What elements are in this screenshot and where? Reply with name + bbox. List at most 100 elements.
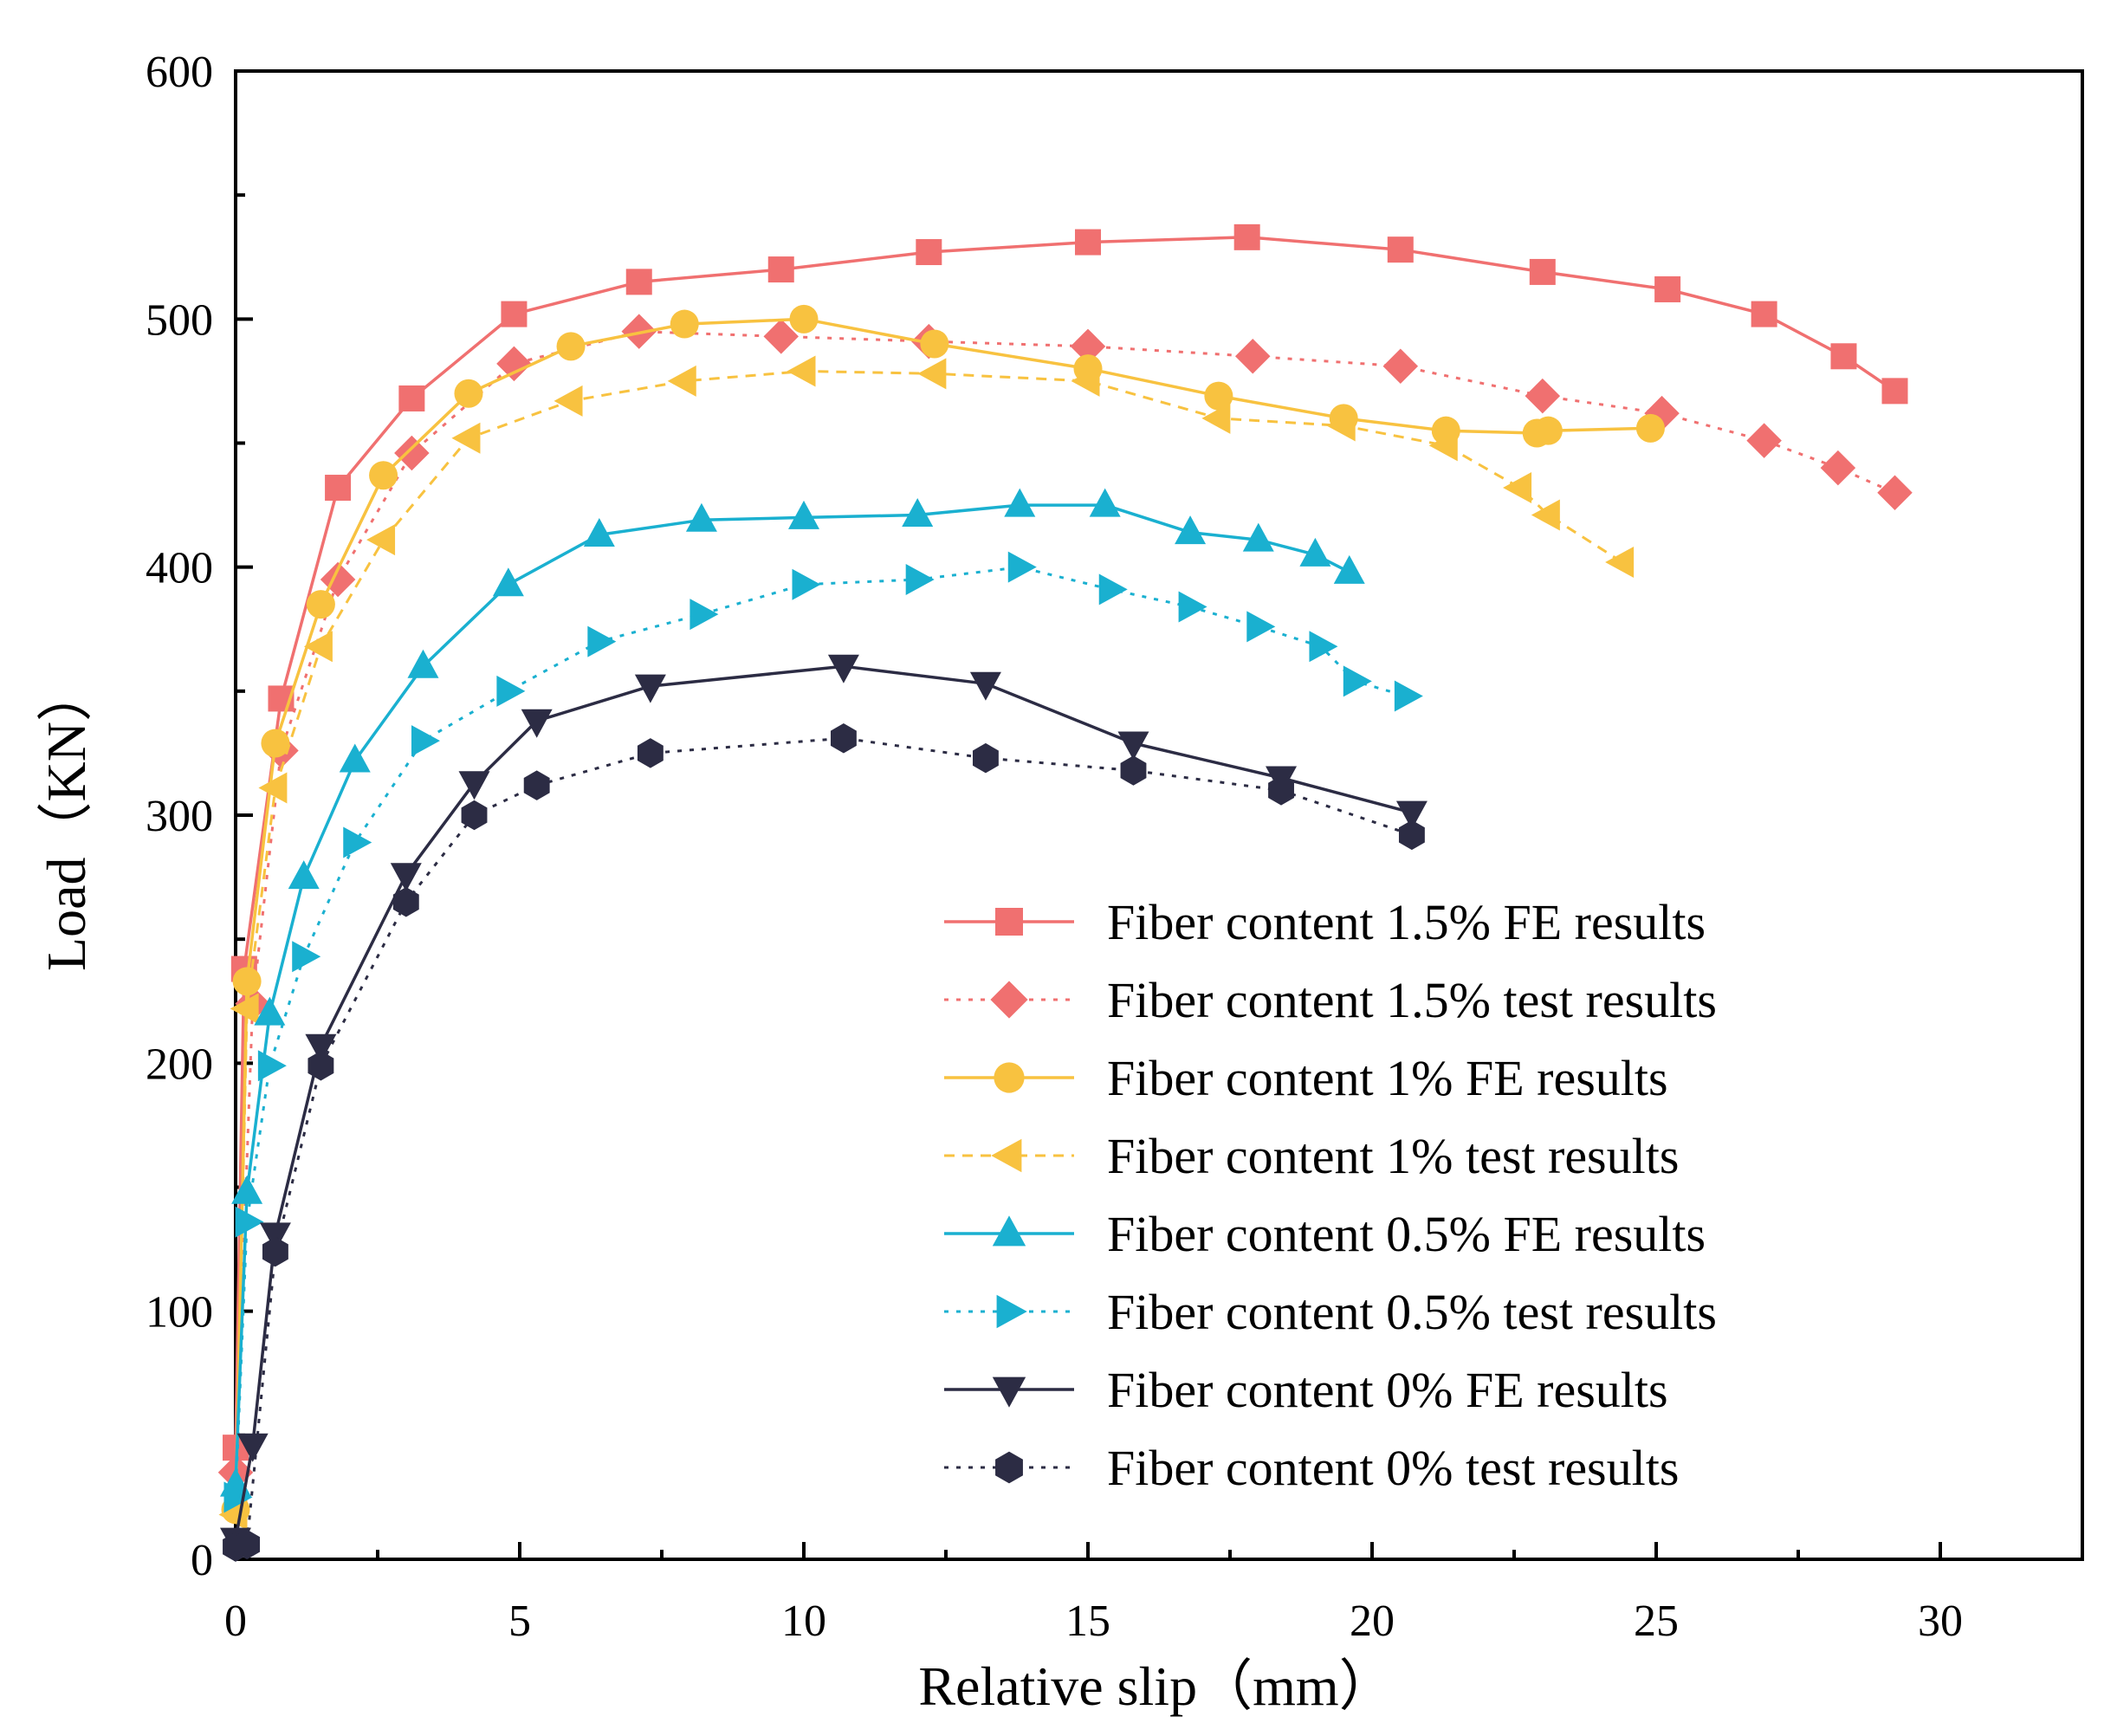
legend-label: Fiber content 1% test results	[1107, 1128, 1679, 1184]
data-point	[587, 625, 617, 657]
data-point	[969, 671, 1001, 701]
series-6	[220, 654, 1428, 1557]
data-point	[288, 860, 320, 890]
data-point	[306, 590, 335, 619]
data-point	[789, 304, 819, 334]
legend: Fiber content 1.5% FE results Fiber conte…	[944, 894, 1717, 1496]
legend-item: Fiber content 0.5% FE results	[944, 1206, 1706, 1262]
y-tick-label: 300	[146, 792, 213, 841]
legend-label: Fiber content 1.5% FE results	[1107, 894, 1706, 950]
data-point	[1326, 410, 1356, 442]
data-point	[827, 654, 859, 683]
data-point	[1881, 378, 1908, 405]
data-point	[1299, 537, 1331, 567]
data-point	[501, 301, 528, 327]
series-0	[223, 223, 1908, 1461]
data-point	[972, 742, 999, 774]
data-point	[230, 993, 259, 1025]
data-point	[767, 256, 794, 283]
data-point	[458, 771, 490, 800]
data-point	[1175, 515, 1207, 545]
data-point	[670, 309, 699, 339]
data-point	[1820, 450, 1856, 486]
data-point	[411, 725, 440, 757]
data-point	[1531, 499, 1560, 531]
legend-label: Fiber content 0% FE results	[1107, 1362, 1668, 1418]
legend-marker	[990, 981, 1028, 1019]
data-point	[1398, 819, 1425, 851]
data-point	[496, 675, 526, 707]
data-point	[303, 631, 333, 663]
legend-item: Fiber content 1% FE results	[944, 1050, 1668, 1106]
x-tick-label: 20	[1350, 1597, 1395, 1646]
data-point	[788, 500, 819, 529]
legend-label: Fiber content 0.5% FE results	[1107, 1206, 1706, 1262]
x-axis-title: Relative slip（mm）	[918, 1655, 1394, 1717]
data-point	[262, 1236, 288, 1267]
data-point	[232, 967, 262, 996]
data-point	[308, 1050, 334, 1081]
data-point	[583, 517, 615, 547]
data-point	[1007, 551, 1037, 583]
data-point	[905, 563, 935, 595]
data-point	[1268, 775, 1294, 806]
data-point	[235, 1206, 264, 1238]
data-point	[1605, 546, 1635, 578]
data-point	[454, 379, 483, 408]
x-tick-label: 25	[1634, 1597, 1679, 1646]
data-point	[1525, 378, 1561, 414]
data-point	[492, 567, 524, 597]
legend-label: Fiber content 1.5% test results	[1107, 972, 1717, 1028]
y-tick-label: 100	[146, 1288, 213, 1338]
data-point	[1242, 522, 1274, 552]
data-point	[685, 502, 717, 532]
data-point	[1387, 236, 1414, 263]
legend-marker	[992, 1215, 1026, 1247]
legend-item: Fiber content 1.5% test results	[944, 972, 1717, 1028]
y-tick-label: 500	[146, 295, 213, 345]
legend-label: Fiber content 1% FE results	[1107, 1050, 1668, 1106]
data-point	[523, 770, 550, 800]
series-7	[223, 722, 1425, 1562]
data-point	[366, 524, 396, 556]
data-point	[254, 996, 286, 1026]
data-point	[1309, 631, 1338, 663]
legend-item: Fiber content 0% FE results	[944, 1362, 1668, 1418]
legend-marker	[992, 1376, 1026, 1408]
y-axis-title: Load（KN）	[36, 666, 97, 971]
x-tick-label: 15	[1065, 1597, 1110, 1646]
data-point	[554, 385, 583, 417]
series-5	[223, 551, 1423, 1513]
series-4	[220, 488, 1365, 1497]
data-point	[1751, 301, 1777, 327]
legend-label: Fiber content 0% test results	[1107, 1440, 1679, 1496]
x-tick-label: 0	[224, 1597, 247, 1646]
legend-item: Fiber content 0% test results	[944, 1440, 1679, 1496]
data-point	[398, 385, 425, 411]
data-point	[394, 435, 430, 471]
x-tick-label: 30	[1918, 1597, 1963, 1646]
data-point	[369, 461, 398, 490]
data-point	[637, 738, 664, 768]
data-point	[1428, 430, 1458, 462]
data-point	[1098, 573, 1128, 606]
series-layer	[217, 223, 1913, 1562]
legend-item: Fiber content 1% test results	[944, 1128, 1679, 1184]
data-point	[1071, 365, 1100, 397]
data-point	[1120, 755, 1147, 786]
x-tick-label: 5	[508, 1597, 531, 1646]
data-point	[1746, 423, 1782, 458]
data-point	[1533, 416, 1563, 445]
data-point	[258, 772, 288, 804]
data-point	[763, 319, 800, 354]
y-tick-label: 200	[146, 1040, 213, 1089]
data-point	[902, 498, 934, 528]
data-point	[1529, 258, 1556, 285]
data-point	[339, 743, 371, 773]
legend-marker	[995, 1451, 1023, 1484]
data-point	[236, 1433, 269, 1462]
data-point	[1503, 472, 1532, 504]
data-point	[556, 332, 586, 361]
